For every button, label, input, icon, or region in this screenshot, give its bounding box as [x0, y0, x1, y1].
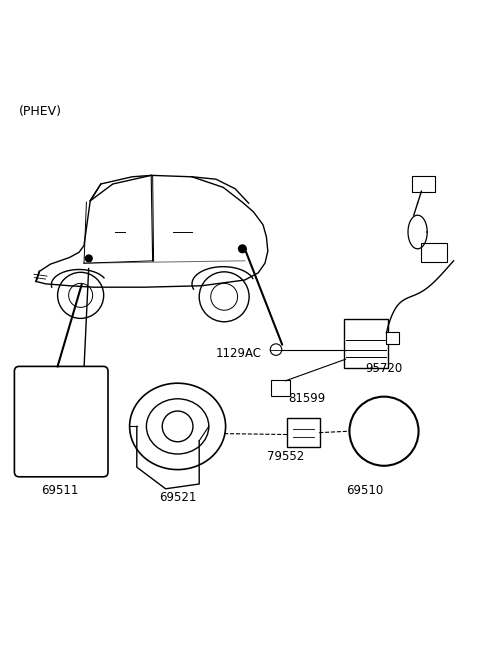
FancyBboxPatch shape: [287, 419, 320, 447]
FancyBboxPatch shape: [412, 176, 435, 192]
Text: 1129AC: 1129AC: [216, 347, 262, 359]
Circle shape: [239, 245, 246, 253]
FancyBboxPatch shape: [386, 333, 399, 344]
FancyBboxPatch shape: [421, 243, 447, 262]
Text: 79552: 79552: [267, 450, 304, 463]
Text: 69521: 69521: [159, 491, 196, 504]
Circle shape: [85, 255, 92, 262]
Text: 95720: 95720: [365, 362, 403, 375]
FancyBboxPatch shape: [344, 319, 388, 368]
FancyBboxPatch shape: [271, 380, 290, 396]
Text: 69511: 69511: [41, 483, 79, 497]
Text: 81599: 81599: [288, 392, 325, 405]
Text: 69510: 69510: [346, 483, 384, 497]
FancyBboxPatch shape: [14, 367, 108, 477]
Text: (PHEV): (PHEV): [19, 105, 62, 118]
